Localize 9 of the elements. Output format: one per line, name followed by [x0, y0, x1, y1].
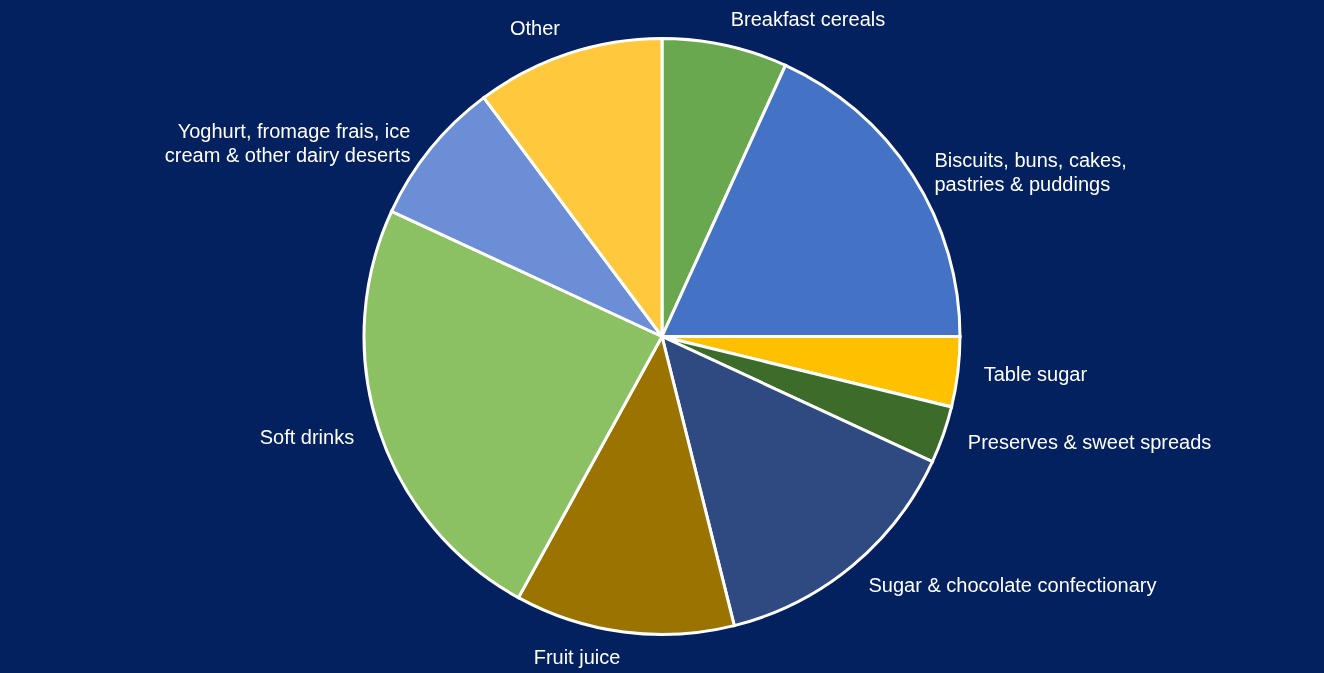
slice-label: Sugar & chocolate confectionary: [868, 574, 1157, 597]
slice-label: Table sugar: [983, 363, 1088, 386]
slice-label: Other: [509, 16, 561, 39]
slice-label: Fruit juice: [533, 645, 621, 668]
slice-label: Soft drinks: [259, 425, 355, 448]
slice-label: Biscuits, buns, cakes, pastries & puddings: [934, 149, 1127, 196]
slice-label: Breakfast cereals: [730, 7, 886, 30]
slice-label: Yoghurt, fromage frais, ice cream & other dairy deserts: [164, 120, 411, 167]
slice-label: Preserves & sweet spreads: [967, 431, 1212, 454]
